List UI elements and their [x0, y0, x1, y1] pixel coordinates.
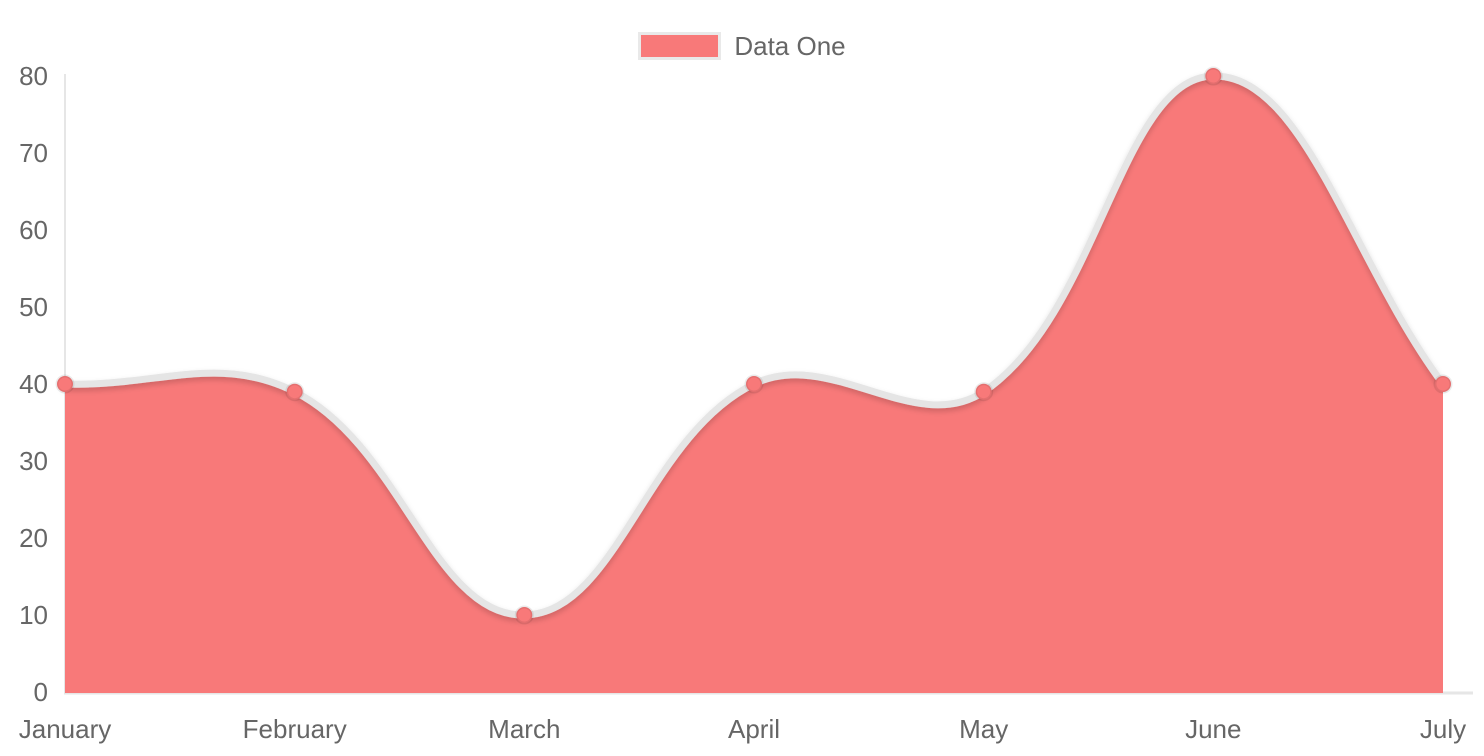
x-tick-label: February [243, 714, 347, 744]
data-point-february[interactable] [285, 382, 305, 402]
y-tick-label: 20 [19, 523, 48, 553]
data-point-may[interactable] [974, 382, 994, 402]
data-point-january[interactable] [55, 374, 75, 394]
x-tick-label: January [19, 714, 112, 744]
data-point-june[interactable] [1203, 66, 1223, 86]
data-point-march[interactable] [514, 605, 534, 625]
y-tick-label: 60 [19, 215, 48, 245]
data-point-april[interactable] [744, 374, 764, 394]
x-tick-label: April [728, 714, 780, 744]
y-tick-label: 40 [19, 369, 48, 399]
x-tick-label: May [959, 714, 1008, 744]
y-tick-label: 50 [19, 292, 48, 322]
legend: Data One [0, 32, 1484, 60]
y-tick-label: 80 [19, 61, 48, 91]
y-tick-label: 70 [19, 138, 48, 168]
data-point-july[interactable] [1433, 374, 1453, 394]
x-tick-label: March [488, 714, 560, 744]
x-tick-label: June [1185, 714, 1241, 744]
legend-item-data-one[interactable]: Data One [638, 31, 846, 61]
legend-swatch [638, 32, 722, 60]
y-tick-label: 30 [19, 446, 48, 476]
y-tick-label: 0 [34, 677, 48, 707]
legend-label: Data One [734, 31, 846, 61]
x-tick-label: July [1420, 714, 1466, 744]
y-tick-label: 10 [19, 600, 48, 630]
